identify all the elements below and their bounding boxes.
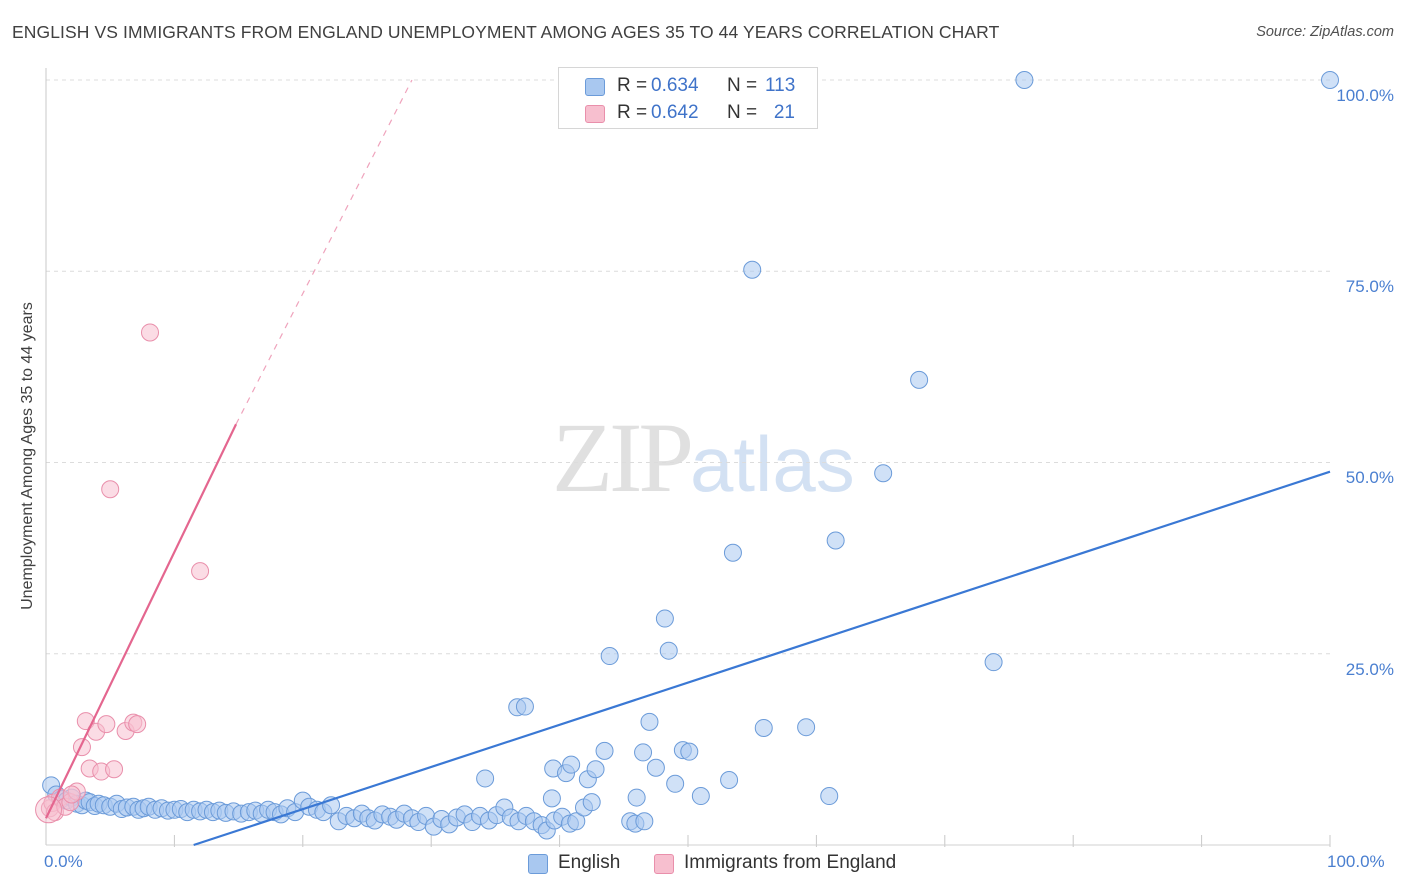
english-point: [646, 758, 665, 777]
legend-label-english: English: [558, 852, 621, 873]
english-point: [1321, 71, 1339, 89]
r-label: R =: [617, 102, 648, 123]
n-value: 21: [773, 102, 795, 123]
english-point: [659, 641, 678, 660]
english-point: [720, 770, 739, 789]
english-point: [820, 787, 839, 806]
watermark-atlas: atlas: [690, 420, 855, 508]
n-label: N =: [727, 75, 758, 96]
n-value: 113: [765, 75, 796, 96]
r-label: R =: [617, 75, 648, 96]
english-point: [910, 370, 929, 389]
y-axis-label: Unemployment Among Ages 35 to 44 years: [19, 302, 36, 610]
chart-title: ENGLISH VS IMMIGRANTS FROM ENGLAND UNEMP…: [12, 22, 1000, 42]
english-point: [1015, 71, 1034, 89]
english-point: [655, 609, 674, 628]
immigrants-point: [101, 480, 120, 499]
english-point: [542, 789, 561, 808]
immigrants-point: [35, 796, 63, 824]
r-value: 0.634: [651, 75, 699, 96]
english-point: [515, 697, 534, 716]
stats-row-english: R = 0.634 N = 113: [559, 73, 819, 101]
english-point: [754, 718, 773, 737]
immigrants-point: [62, 785, 81, 804]
english-point: [595, 741, 614, 760]
trend-lines: [45, 79, 1331, 847]
legend-label-immigrants: Immigrants from England: [684, 852, 897, 873]
immigrants-points: [35, 323, 210, 824]
immigrants-swatch: [585, 105, 605, 123]
english-points: [42, 71, 1339, 840]
immigrants-point: [105, 760, 124, 779]
english-point: [797, 718, 816, 737]
english-point: [680, 742, 699, 761]
english-point: [691, 787, 710, 806]
english-point: [586, 760, 605, 779]
watermark: ZIPatlas: [552, 400, 855, 515]
immigrants-point: [72, 738, 91, 757]
english-swatch: [585, 78, 605, 96]
english-point: [984, 653, 1003, 672]
legend-swatch-immigrants: [654, 854, 674, 874]
english-point: [582, 793, 601, 812]
y-tick-label: 25.0%: [1345, 660, 1394, 679]
correlation-stats-box: R = 0.634 N = 113 R = 0.642 N = 21: [558, 67, 818, 129]
english-point: [826, 531, 845, 550]
n-label: N =: [727, 102, 758, 123]
r-value: 0.642: [651, 102, 699, 123]
legend-swatch-english: [528, 854, 548, 874]
immigrants-point: [191, 562, 210, 581]
immigrants-trend-extension: [235, 79, 413, 425]
english-point: [562, 755, 581, 774]
y-tick-label: 50.0%: [1345, 468, 1394, 487]
english-trend-line: [193, 470, 1331, 847]
english-point: [666, 774, 685, 793]
immigrants-point: [128, 715, 147, 734]
english-point: [743, 260, 762, 279]
english-point: [476, 769, 495, 788]
english-point: [634, 743, 653, 762]
stats-row-immigrants: R = 0.642 N = 21: [559, 100, 819, 128]
english-point: [723, 543, 742, 562]
english-point: [640, 712, 659, 731]
y-tick-label: 100.0%: [1336, 86, 1394, 105]
x-tick-label-max: 100.0%: [1327, 852, 1385, 871]
immigrants-point: [141, 323, 160, 342]
immigrants-trend-line: [45, 423, 238, 819]
grid: [46, 79, 1331, 847]
english-point: [567, 812, 586, 831]
immigrants-point: [97, 715, 116, 734]
english-point: [627, 788, 646, 807]
watermark-zip: ZIP: [552, 402, 694, 513]
english-point: [635, 812, 654, 831]
axes: [45, 68, 1330, 846]
source-credit: Source: ZipAtlas.com: [1256, 24, 1394, 40]
y-tick-label: 75.0%: [1345, 277, 1394, 296]
x-tick-label-min: 0.0%: [44, 852, 83, 871]
english-point: [874, 464, 893, 483]
english-point: [600, 647, 619, 666]
